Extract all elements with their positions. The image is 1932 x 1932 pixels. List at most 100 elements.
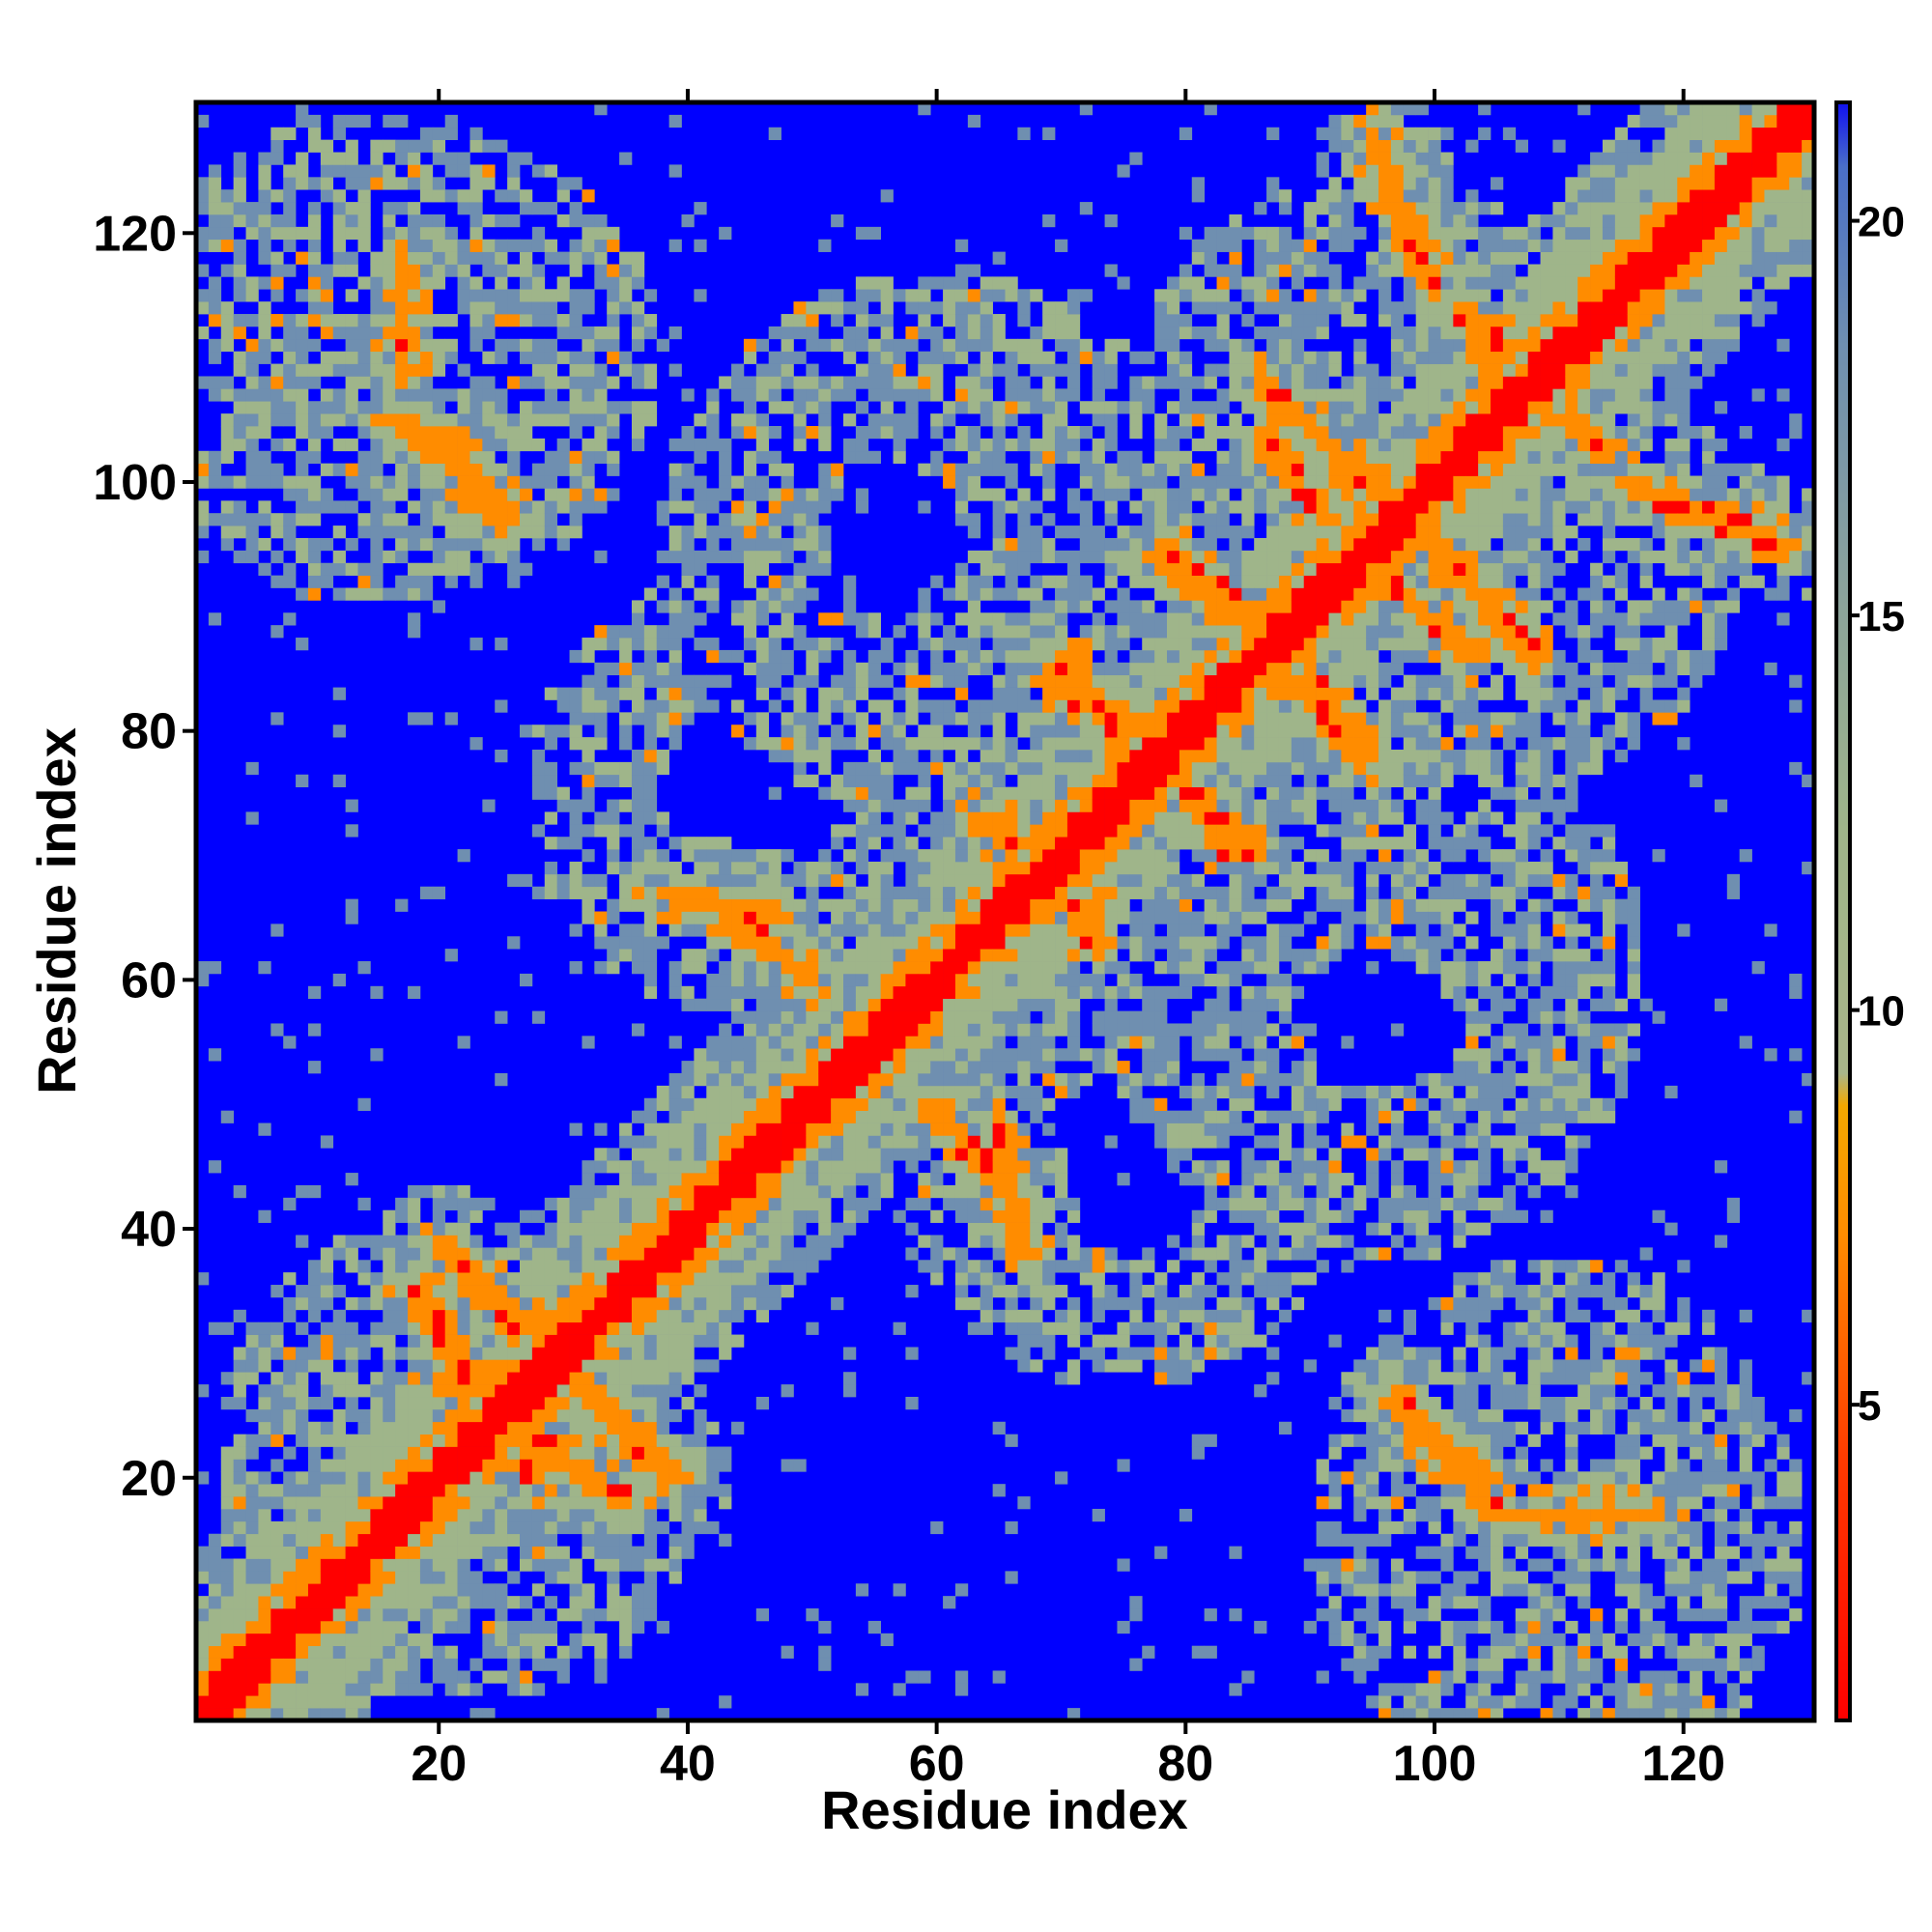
heatmap-cell: [469, 289, 483, 302]
heatmap-cell: [643, 737, 658, 751]
heatmap-cell: [196, 239, 210, 252]
heatmap-cell: [1079, 1347, 1094, 1360]
heatmap-cell: [507, 1296, 521, 1311]
heatmap-cell: [594, 550, 608, 564]
heatmap-cell: [893, 973, 906, 987]
heatmap-cell: [855, 363, 869, 377]
heatmap-cell: [694, 1296, 707, 1311]
heatmap-cell: [469, 500, 483, 514]
heatmap-cell: [930, 750, 944, 763]
heatmap-cell: [954, 886, 969, 899]
heatmap-cell: [831, 1222, 844, 1236]
heatmap-cell: [1092, 1247, 1105, 1261]
heatmap-cell: [643, 314, 658, 327]
heatmap-cell: [208, 202, 222, 215]
heatmap-cell: [781, 1197, 794, 1211]
heatmap-cell: [457, 1520, 470, 1535]
heatmap-cell: [1066, 1260, 1081, 1273]
heatmap-cell: [1129, 351, 1143, 364]
heatmap-cell: [594, 264, 608, 277]
heatmap-cell: [1154, 1347, 1168, 1360]
heatmap-cell: [992, 438, 1006, 452]
heatmap-cell: [357, 177, 371, 190]
heatmap-cell: [531, 1209, 546, 1223]
heatmap-cell: [681, 438, 695, 452]
heatmap-cell: [806, 1061, 819, 1074]
heatmap-cell: [469, 1683, 483, 1696]
heatmap-cell: [806, 587, 819, 601]
heatmap-cell: [320, 1520, 334, 1535]
heatmap-cell: [954, 911, 969, 924]
heatmap-cell: [905, 961, 919, 975]
heatmap-cell: [208, 388, 222, 402]
heatmap-cell: [681, 1160, 695, 1174]
heatmap-cell: [967, 625, 981, 639]
heatmap-cell: [806, 1110, 819, 1123]
heatmap-cell: [457, 164, 470, 178]
heatmap-cell: [569, 289, 582, 302]
heatmap-cell: [980, 961, 993, 975]
heatmap-cell: [569, 1384, 582, 1398]
heatmap-cell: [507, 314, 521, 327]
heatmap-cell: [582, 824, 595, 838]
heatmap-cell: [408, 438, 421, 452]
heatmap-cell: [643, 923, 658, 937]
heatmap-cell: [967, 786, 981, 800]
heatmap-cell: [345, 1434, 358, 1447]
heatmap-cell: [258, 251, 271, 265]
heatmap-cell: [408, 401, 421, 414]
heatmap-cell: [531, 1658, 546, 1671]
heatmap-cell: [607, 1484, 620, 1497]
heatmap-cell: [719, 1484, 732, 1497]
heatmap-cell: [482, 426, 496, 440]
heatmap-cell: [432, 1645, 446, 1659]
heatmap-cell: [668, 1484, 682, 1497]
heatmap-cell: [345, 1508, 358, 1522]
heatmap-cell: [594, 276, 608, 290]
heatmap-cell: [1104, 488, 1118, 501]
heatmap-cell: [893, 1061, 906, 1074]
heatmap-cell: [755, 649, 770, 664]
heatmap-cell: [743, 351, 757, 364]
heatmap-cell: [582, 1036, 595, 1049]
heatmap-cell: [1142, 1110, 1155, 1123]
heatmap-cell: [631, 251, 645, 265]
heatmap-cell: [283, 612, 297, 626]
heatmap-cell: [383, 1434, 396, 1447]
heatmap-cell: [1142, 388, 1155, 402]
heatmap-cell: [395, 1496, 409, 1510]
heatmap-cell: [656, 513, 669, 526]
heatmap-cell: [1117, 587, 1130, 601]
heatmap-cell: [544, 388, 557, 402]
heatmap-cell: [582, 1608, 595, 1622]
heatmap-cell: [992, 1421, 1006, 1435]
heatmap-cell: [943, 1073, 956, 1087]
heatmap-cell: [594, 1334, 608, 1348]
heatmap-cell: [918, 1110, 931, 1123]
heatmap-cell: [531, 1558, 546, 1572]
heatmap-cell: [1142, 898, 1155, 912]
heatmap-cell: [370, 526, 384, 539]
heatmap-cell: [893, 811, 906, 825]
heatmap-cell: [370, 1459, 384, 1472]
heatmap-cell: [1129, 450, 1143, 464]
heatmap-cell: [1104, 923, 1118, 937]
heatmap-cell: [1079, 1073, 1094, 1087]
heatmap-cell: [594, 1222, 608, 1236]
heatmap-cell: [1092, 363, 1105, 377]
heatmap-cell: [731, 1010, 745, 1024]
heatmap-cell: [694, 1484, 707, 1497]
heatmap-cell: [743, 1148, 757, 1161]
heatmap-cell: [370, 575, 384, 588]
heatmap-cell: [768, 1184, 781, 1199]
heatmap-cell: [1005, 998, 1018, 1011]
heatmap-cell: [1129, 985, 1143, 1000]
heatmap-cell: [408, 1583, 421, 1597]
heatmap-cell: [755, 961, 770, 975]
heatmap-cell: [706, 1285, 720, 1298]
heatmap-cell: [520, 500, 533, 514]
heatmap-cell: [544, 526, 557, 539]
heatmap-cell: [370, 1372, 384, 1385]
heatmap-cell: [1142, 526, 1155, 539]
heatmap-cell: [843, 687, 857, 700]
